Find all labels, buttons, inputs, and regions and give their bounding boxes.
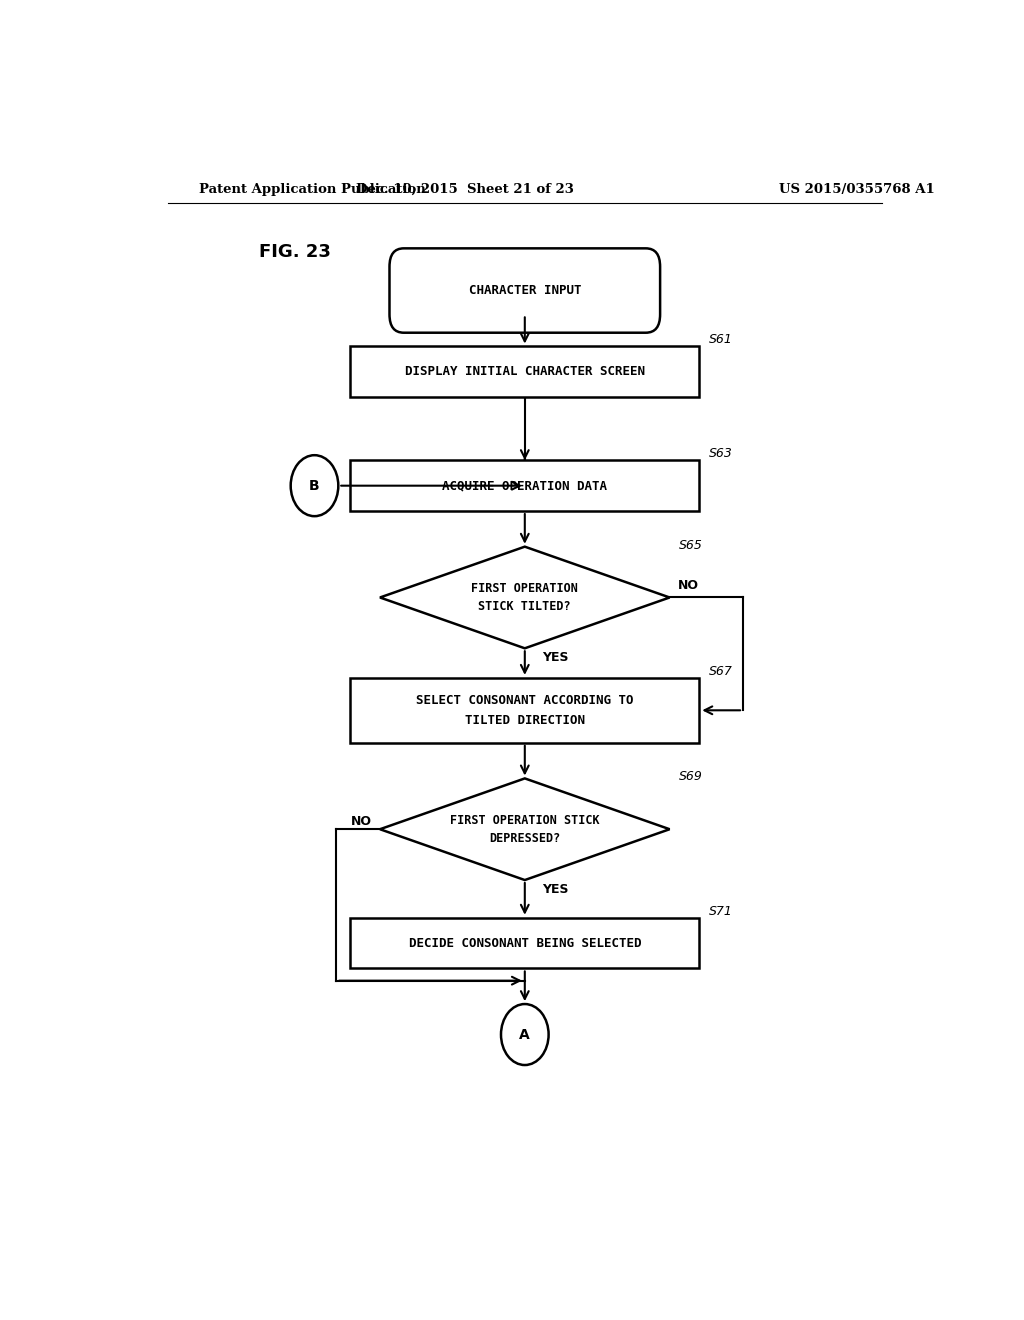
Text: S67: S67 [709,665,733,677]
Text: NO: NO [351,814,372,828]
Text: Patent Application Publication: Patent Application Publication [200,183,426,195]
Text: YES: YES [543,651,568,664]
Text: S61: S61 [709,334,733,346]
Text: SELECT CONSONANT ACCORDING TO: SELECT CONSONANT ACCORDING TO [416,693,634,706]
Bar [350,917,699,969]
Circle shape [291,455,338,516]
Text: NO: NO [678,578,698,591]
Text: Dec. 10, 2015  Sheet 21 of 23: Dec. 10, 2015 Sheet 21 of 23 [356,183,574,195]
Polygon shape [380,779,670,880]
Text: FIRST OPERATION: FIRST OPERATION [471,582,579,595]
Text: TILTED DIRECTION: TILTED DIRECTION [465,714,585,727]
Text: DECIDE CONSONANT BEING SELECTED: DECIDE CONSONANT BEING SELECTED [409,937,641,949]
Text: B: B [309,479,319,492]
Text: A: A [519,1027,530,1041]
Text: FIG. 23: FIG. 23 [259,243,331,261]
Text: ACQUIRE OPERATION DATA: ACQUIRE OPERATION DATA [442,479,607,492]
Text: S69: S69 [679,771,703,784]
Text: US 2015/0355768 A1: US 2015/0355768 A1 [778,183,935,195]
Bar [350,677,699,743]
Circle shape [501,1005,549,1065]
Text: CHARACTER INPUT: CHARACTER INPUT [469,284,581,297]
Text: DEPRESSED?: DEPRESSED? [489,832,560,845]
Text: STICK TILTED?: STICK TILTED? [478,601,571,612]
FancyBboxPatch shape [389,248,660,333]
Bar [350,346,699,397]
Text: S65: S65 [679,539,703,552]
Polygon shape [380,546,670,648]
Text: YES: YES [543,883,568,896]
Text: S63: S63 [709,447,733,461]
Bar [350,461,699,511]
Text: S71: S71 [709,904,733,917]
Text: DISPLAY INITIAL CHARACTER SCREEN: DISPLAY INITIAL CHARACTER SCREEN [404,366,645,379]
Text: FIRST OPERATION STICK: FIRST OPERATION STICK [450,813,600,826]
